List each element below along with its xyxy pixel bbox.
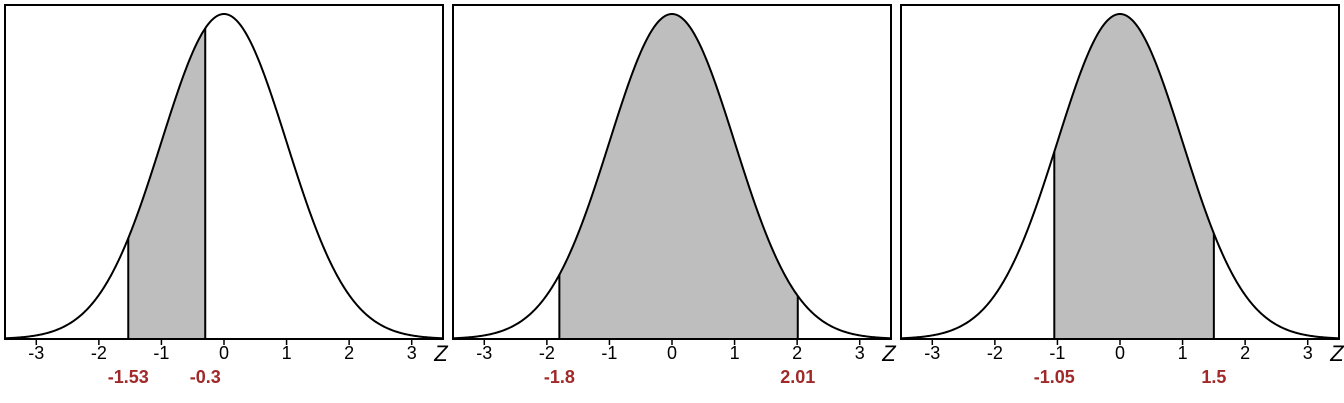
density-curve bbox=[900, 12, 1340, 340]
x-tick-label: 3 bbox=[1303, 343, 1313, 363]
shaded-area bbox=[128, 28, 206, 340]
lower-bound-label: -1.05 bbox=[1034, 367, 1075, 387]
density-curve bbox=[452, 12, 892, 340]
x-tick-label: 3 bbox=[407, 343, 417, 363]
lower-bound-label: -1.8 bbox=[544, 367, 575, 387]
x-tick-label: -1 bbox=[153, 343, 169, 363]
x-tick-label: 0 bbox=[667, 343, 677, 363]
x-tick-label: -2 bbox=[91, 343, 107, 363]
x-tick-label: -3 bbox=[476, 343, 492, 363]
x-tick-label: 1 bbox=[1178, 343, 1188, 363]
x-tick-label: 0 bbox=[219, 343, 229, 363]
chart-panel-3: -3 -2 -1 0 1 2 3 Z -1.05 1.5 bbox=[900, 4, 1344, 387]
x-tick-label: 2 bbox=[1240, 343, 1250, 363]
upper-bound-label: -0.3 bbox=[190, 367, 221, 387]
lower-bound-label: -1.53 bbox=[108, 367, 149, 387]
plot-frame bbox=[4, 4, 444, 340]
x-tick-label: 2 bbox=[344, 343, 354, 363]
x-tick-label: 1 bbox=[282, 343, 292, 363]
chart-panel-1: -3 -2 -1 0 1 2 3 Z -1.53 -0.3 bbox=[4, 4, 449, 387]
x-axis-label: Z bbox=[433, 341, 449, 366]
x-tick-label: -1 bbox=[601, 343, 617, 363]
x-tick-label: -3 bbox=[28, 343, 44, 363]
shaded-area bbox=[1054, 14, 1214, 339]
x-tick-label: 3 bbox=[855, 343, 865, 363]
x-tick-label: 1 bbox=[730, 343, 740, 363]
upper-bound-label: 2.01 bbox=[780, 367, 815, 387]
x-tick-label: 0 bbox=[1115, 343, 1125, 363]
shaded-area bbox=[559, 14, 798, 339]
x-axis-label: Z bbox=[881, 341, 897, 366]
x-tick-label: -1 bbox=[1049, 343, 1065, 363]
x-tick-label: -3 bbox=[924, 343, 940, 363]
x-tick-label: 2 bbox=[792, 343, 802, 363]
chart-panel-2: -3 -2 -1 0 1 2 3 Z -1.8 2.01 bbox=[452, 4, 897, 387]
upper-bound-label: 1.5 bbox=[1201, 367, 1226, 387]
x-tick-label: -2 bbox=[539, 343, 555, 363]
x-tick-label: -2 bbox=[987, 343, 1003, 363]
density-curve bbox=[4, 12, 444, 340]
x-axis-label: Z bbox=[1329, 341, 1344, 366]
